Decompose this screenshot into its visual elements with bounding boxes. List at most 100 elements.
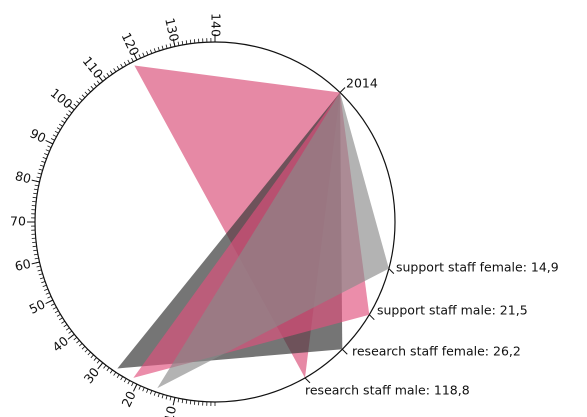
minor-tick	[84, 91, 89, 96]
year-tick	[339, 87, 346, 93]
minor-tick	[96, 80, 100, 85]
minor-tick	[123, 61, 127, 66]
minor-tick	[50, 303, 55, 306]
minor-tick	[103, 75, 107, 80]
minor-tick	[120, 63, 124, 68]
minor-tick	[47, 145, 52, 148]
minor-tick	[87, 88, 91, 93]
minor-tick	[177, 41, 180, 46]
minor-tick	[149, 49, 153, 54]
minor-tick	[138, 385, 141, 390]
minor-tick	[34, 184, 39, 187]
minor-tick	[142, 52, 145, 57]
major-tick	[45, 139, 54, 145]
major-tick	[67, 104, 75, 111]
minor-tick	[181, 399, 184, 404]
value-label: support staff male: 21,5	[377, 303, 528, 318]
minor-tick	[153, 48, 156, 53]
minor-tick	[36, 176, 41, 179]
minor-tick	[185, 40, 188, 45]
minor-tick	[87, 351, 91, 356]
minor-tick	[123, 378, 127, 383]
value-label: research staff male: 118,8	[305, 383, 470, 398]
tick-label: 140	[209, 13, 224, 37]
minor-tick	[33, 249, 38, 252]
label-tick	[341, 348, 348, 355]
minor-tick	[56, 313, 61, 317]
minor-tick	[68, 330, 73, 334]
minor-tick	[131, 57, 134, 62]
label-tick	[388, 268, 395, 274]
minor-tick	[181, 40, 184, 45]
minor-tick	[131, 382, 134, 387]
minor-tick	[109, 70, 113, 75]
minor-tick	[116, 374, 120, 379]
minor-tick	[138, 54, 141, 59]
minor-tick	[189, 400, 192, 405]
minor-tick	[90, 85, 94, 90]
minor-tick	[153, 391, 156, 396]
minor-tick	[61, 120, 65, 124]
minor-tick	[169, 43, 172, 48]
minor-tick	[185, 399, 188, 404]
minor-tick	[50, 138, 55, 141]
minor-tick	[189, 39, 192, 44]
minor-tick	[142, 387, 145, 392]
minor-tick	[106, 72, 110, 77]
major-tick	[172, 397, 176, 406]
tick-label: 40	[49, 333, 71, 355]
minor-tick	[84, 348, 89, 353]
minor-tick	[54, 310, 59, 314]
minor-tick	[73, 337, 78, 341]
minor-tick	[33, 188, 38, 191]
minor-tick	[47, 296, 52, 299]
major-tick	[132, 383, 138, 392]
minor-tick	[127, 59, 131, 64]
major-tick	[132, 52, 138, 61]
minor-tick	[33, 253, 38, 256]
minor-tick	[165, 44, 168, 49]
value-label: support staff female: 14,9	[396, 260, 559, 275]
triangles	[117, 65, 395, 389]
minor-tick	[78, 97, 83, 101]
minor-tick	[61, 320, 65, 324]
minor-tick	[38, 168, 43, 171]
minor-tick	[58, 123, 63, 127]
minor-tick	[45, 149, 50, 152]
minor-tick	[113, 68, 117, 72]
minor-tick	[56, 127, 61, 131]
minor-tick	[76, 340, 80, 344]
major-tick	[172, 38, 176, 47]
minor-tick	[52, 134, 57, 138]
minor-tick	[81, 346, 86, 350]
minor-tick	[149, 390, 153, 395]
minor-tick	[58, 317, 63, 321]
minor-tick	[44, 153, 49, 156]
tick-label: 110	[80, 53, 107, 81]
major-tick	[67, 333, 75, 340]
minor-tick	[78, 343, 83, 347]
major-tick	[31, 179, 40, 183]
minor-tick	[39, 277, 44, 280]
minor-tick	[39, 164, 44, 167]
minor-tick	[41, 160, 46, 163]
minor-tick	[42, 156, 47, 160]
minor-tick	[44, 288, 49, 291]
minor-tick	[157, 393, 160, 398]
tick-label: 130	[162, 16, 182, 43]
triangle	[157, 92, 389, 389]
value-label: research staff female: 26,2	[352, 344, 521, 359]
minor-tick	[42, 284, 47, 288]
major-tick	[45, 299, 54, 305]
minor-tick	[93, 357, 97, 361]
minor-tick	[127, 380, 131, 385]
minor-tick	[37, 172, 42, 175]
major-tick	[97, 74, 104, 82]
year-label: 2014	[346, 76, 378, 91]
tick-label: 10	[161, 404, 179, 417]
minor-tick	[76, 100, 80, 104]
tick-label: 120	[118, 30, 142, 58]
minor-tick	[34, 257, 39, 260]
